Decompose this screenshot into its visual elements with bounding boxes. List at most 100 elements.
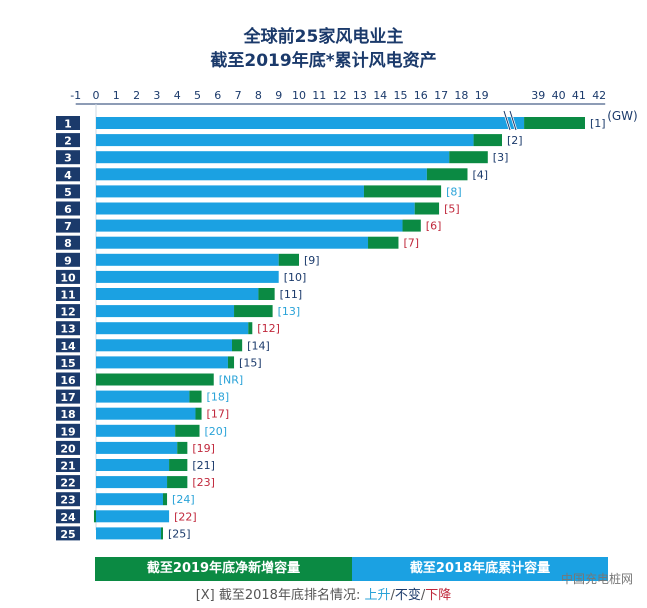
x-tick-label-10: 9 [275,89,282,102]
prev-rank-10: [10] [284,271,307,284]
footnote-sep-1: / [390,588,395,603]
bar-new-5 [363,185,442,198]
x-tick-label-9: 8 [255,89,262,102]
prev-rank-14: [14] [247,339,270,352]
prev-rank-21: [21] [192,459,215,472]
x-tick-label-7: 6 [214,89,221,102]
bar-new-1 [524,117,585,129]
bar-new-25 [160,527,163,540]
rank-label-6: 6 [64,203,72,216]
bar-new-13 [248,322,253,335]
rank-badge-18 [56,406,80,421]
bar-new-18 [195,407,202,420]
chart-title-line2: 截至2019年底*累计风电资产 [210,51,437,71]
prev-rank-17: [18] [207,391,230,404]
break-slash-0 [503,110,511,131]
x-tick-label-24: 42 [592,89,606,102]
rank-badge-23 [56,492,80,507]
bar-prev-21 [96,459,170,471]
rank-badge-10 [56,269,80,284]
prev-rank-1: [1] [590,117,606,130]
rank-label-4: 4 [64,169,72,182]
rank-label-18: 18 [60,408,75,421]
prev-rank-4: [4] [472,168,488,181]
x-tick-label-3: 2 [133,89,140,102]
bar-prev-1 [96,117,525,129]
x-axis-unit: (GW) [607,109,638,123]
rank-label-10: 10 [60,271,76,284]
bar-new-15 [227,356,235,369]
rank-label-3: 3 [64,152,72,165]
break-slash-1 [509,110,517,131]
bar-prev-20 [96,441,178,454]
x-tick-label-5: 4 [174,89,181,102]
rank-badge-2 [56,133,80,148]
prev-rank-11: [11] [280,288,303,301]
rank-label-22: 22 [60,477,75,490]
x-tick-label-15: 14 [373,89,387,102]
prev-rank-25: [25] [168,527,191,540]
rank-label-17: 17 [60,391,75,404]
prev-rank-8: [7] [403,237,419,250]
rank-badge-14 [56,338,80,353]
rank-label-5: 5 [64,186,72,199]
rank-badge-4 [56,167,80,182]
rank-footnote: [X] 截至2018年底排名情况: 上升/不变/下降 [0,584,647,603]
rank-badge-16 [56,372,80,387]
bar-prev-4 [96,168,427,181]
bar-chart: -1 0 1 2 3 4 5 6 7 8 9 10 11 12 13 14 15 16 17 18 19 39 40 41 42… [56,89,638,541]
rank-label-13: 13 [60,323,75,336]
prev-rank-24: [22] [174,510,197,523]
bar-prev-24 [96,510,170,523]
prev-rank-22: [23] [192,476,215,489]
bar-new-11 [258,288,275,300]
x-tick-label-19: 18 [454,89,468,102]
bar-prev-14 [96,339,233,352]
rank-label-20: 20 [60,442,76,455]
rank-badge-17 [56,389,80,404]
bar-prev-8 [96,236,369,249]
rank-badge-13 [56,321,80,336]
bar-prev-3 [96,151,450,164]
rank-badge-5 [56,184,80,199]
bar-new-23 [162,493,168,506]
bar-prev-18 [96,407,196,420]
rank-badge-21 [56,458,80,472]
prev-rank-12: [13] [278,305,301,318]
rank-label-7: 7 [64,220,72,233]
rank-badge-1 [56,116,80,130]
axis-break-mark [502,110,518,131]
prev-rank-7: [6] [426,220,442,233]
bar-new-24 [93,510,96,523]
bar-new-8 [368,236,399,249]
rank-label-16: 16 [60,374,76,387]
bar-prev-25 [96,527,161,540]
bar-new-14 [232,339,243,352]
footnote-sep-2: / [420,588,426,603]
rank-label-12: 12 [60,306,75,319]
bar-prev-11 [96,288,259,300]
bar-prev-15 [96,356,228,369]
bar-new-22 [167,476,188,489]
legend-cumulative-capacity: 截至2018年底累计容量 [352,557,608,581]
prev-rank-13: [12] [257,322,280,335]
prev-rank-9: [9] [304,254,320,267]
footnote-down: 下降 [425,588,452,603]
bar-new-19 [175,424,200,437]
rank-badge-9 [56,252,80,267]
rank-label-19: 19 [60,425,75,438]
legend-new-capacity: 截至2019年底净新增容量 [95,557,352,581]
prev-rank-19: [20] [205,425,228,438]
rank-label-8: 8 [64,237,72,250]
bar-prev-13 [96,322,249,335]
rank-label-11: 11 [60,289,75,302]
rank-badge-19 [56,423,80,438]
watermark: 中国充电桩网 [561,572,634,586]
bar-prev-23 [96,493,163,506]
rank-badge-20 [56,440,80,455]
bar-new-21 [169,459,188,471]
x-tick-label-14: 13 [353,89,367,102]
bar-new-9 [278,253,299,266]
bar-prev-9 [96,253,279,266]
x-tick-label-18: 17 [434,89,448,102]
